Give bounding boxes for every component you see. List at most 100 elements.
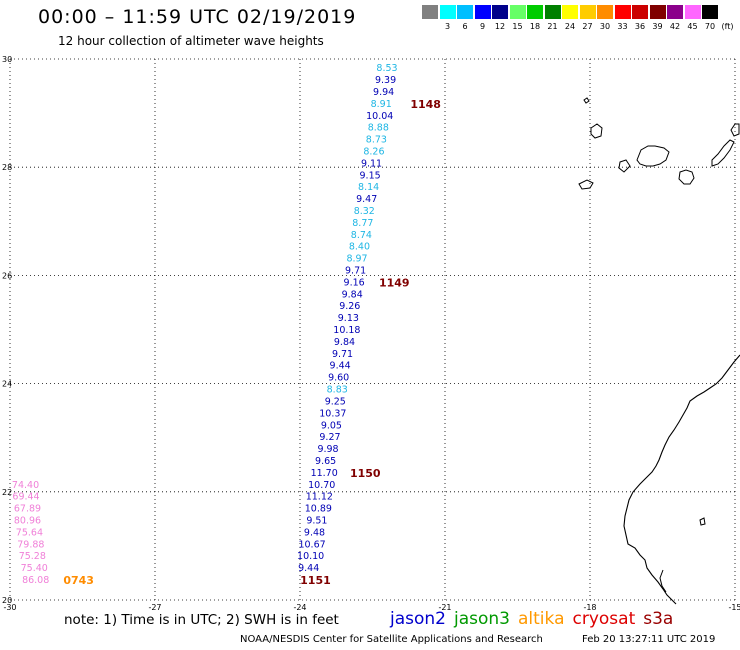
wave-height-value: 8.73	[366, 135, 387, 146]
wave-height-value: 9.47	[356, 194, 377, 205]
wave-height-value: 10.89	[305, 504, 332, 515]
wave-height-value: 9.05	[321, 420, 342, 431]
wave-height-value: 11.12	[306, 492, 333, 503]
satellite-jason2: jason2	[390, 609, 446, 629]
wave-height-value: 9.71	[345, 266, 366, 277]
coastlines	[578, 97, 740, 605]
wave-height-value: 8.40	[349, 242, 370, 253]
axis-ticks: -30 -27 -24 -21 -18 -15 20 22 24 26 28 30	[2, 55, 740, 612]
wave-height-value: 86.08	[22, 575, 49, 586]
legend-swatch	[702, 5, 718, 19]
wave-height-value: 9.98	[317, 444, 338, 455]
legend-swatch	[439, 5, 456, 19]
island-banc-arguin	[699, 517, 706, 526]
map-grid	[9, 58, 736, 601]
pass-number: 1150	[350, 467, 381, 480]
wave-height-value: 8.26	[363, 147, 384, 158]
legend-swatch	[544, 5, 561, 19]
x-tick-label: -18	[583, 603, 596, 612]
wave-height-value: 8.88	[368, 123, 389, 134]
timestamp-text: Feb 20 13:27:11 UTC 2019	[582, 634, 716, 645]
legend-swatch	[527, 5, 543, 19]
y-tick-label: 22	[2, 488, 12, 497]
pass-number: 1151	[300, 574, 331, 587]
wave-height-value: 10.67	[298, 539, 325, 550]
wave-height-value: 9.44	[330, 361, 351, 372]
wave-height-value: 9.25	[325, 396, 346, 407]
wave-height-value: 80.96	[14, 515, 41, 526]
legend-swatch	[457, 5, 473, 19]
satellite-altika: altika	[518, 609, 565, 629]
legend-label: 33	[617, 22, 628, 31]
legend-label: 70	[704, 22, 716, 31]
wave-height-value: 8.97	[346, 254, 367, 265]
credit-text: NOAA/NESDIS Center for Satellite Applica…	[240, 634, 543, 645]
wave-height-value: 9.65	[315, 456, 336, 467]
wave-height-value: 8.77	[352, 218, 373, 229]
pass-labels: 1148 1149 1150 1151 0743	[63, 98, 441, 587]
page-title: 00:00 – 11:59 UTC 02/19/2019	[38, 6, 357, 28]
island-la-palma	[590, 123, 603, 139]
coastline-cape-blanc	[659, 569, 667, 593]
wave-height-value: 10.18	[333, 325, 360, 336]
legend-label: 18	[529, 22, 541, 31]
legend-label: 21	[547, 22, 558, 31]
y-tick-label: 20	[2, 596, 12, 605]
island-la-gomera	[618, 159, 631, 173]
legend-label: 3	[444, 22, 451, 31]
legend-label: 6	[462, 22, 468, 31]
legend-swatch	[474, 5, 491, 19]
x-tick-label: -27	[148, 603, 161, 612]
island-gran-canaria	[678, 169, 695, 185]
wave-height-value: 9.84	[334, 337, 355, 348]
wave-height-value: 9.60	[328, 373, 349, 384]
island-tenerife	[636, 145, 670, 167]
wave-height-value: 9.13	[338, 313, 359, 324]
wave-height-value: 9.26	[339, 301, 360, 312]
legend-label: 15	[512, 22, 523, 31]
wave-height-value: 9.44	[298, 563, 319, 574]
wave-height-value: 79.88	[17, 539, 44, 550]
legend-swatch	[684, 5, 701, 19]
legend-label: 27	[582, 22, 593, 31]
legend-label: 12	[494, 22, 506, 31]
legend-unit: (ft)	[721, 22, 734, 31]
legend-swatch	[597, 5, 613, 19]
x-tick-label: -24	[293, 603, 306, 612]
island-el-hierro	[578, 179, 594, 190]
satellite-jason3: jason3	[454, 609, 510, 629]
legend-label: 45	[687, 22, 698, 31]
wave-height-value: 8.91	[371, 99, 392, 110]
satellite-key: jason2 jason3 altika cryosat s3a	[390, 609, 681, 629]
wave-height-value: 10.70	[308, 480, 335, 491]
legend-swatch	[632, 5, 648, 19]
wave-height-value: 9.48	[304, 527, 325, 538]
wave-height-value: 8.83	[327, 385, 348, 396]
legend-swatch	[649, 5, 666, 19]
wave-height-value: 9.84	[342, 289, 363, 300]
legend-swatch	[667, 5, 683, 19]
legend-swatch	[562, 5, 578, 19]
legend-label: 36	[634, 22, 646, 31]
wave-height-values: 8.539.399.948.9110.048.888.738.269.119.1…	[12, 63, 398, 586]
wave-height-value: 9.11	[361, 158, 382, 169]
page-subtitle: 12 hour collection of altimeter wave hei…	[58, 34, 324, 48]
wave-height-value: 69.44	[12, 492, 39, 503]
legend-swatch	[614, 5, 631, 19]
satellite-s3a: s3a	[643, 609, 674, 629]
y-tick-label: 30	[2, 55, 12, 64]
legend-swatch	[509, 5, 526, 19]
legend-label: 30	[599, 22, 611, 31]
legend-label: 39	[652, 22, 663, 31]
satellite-cryosat: cryosat	[572, 609, 636, 629]
units-note: note: 1) Time is in UTC; 2) SWH is in fe…	[64, 612, 339, 628]
legend-swatch	[579, 5, 596, 19]
x-tick-label: -15	[728, 603, 740, 612]
wave-height-value: 8.74	[351, 230, 372, 241]
x-tick-label: -21	[438, 603, 451, 612]
wave-height-value: 75.40	[21, 563, 48, 574]
wave-height-value: 75.28	[19, 551, 46, 562]
legend-label: 24	[564, 22, 576, 31]
island-fuerteventura	[711, 139, 735, 167]
wave-height-value: 11.70	[311, 468, 338, 479]
